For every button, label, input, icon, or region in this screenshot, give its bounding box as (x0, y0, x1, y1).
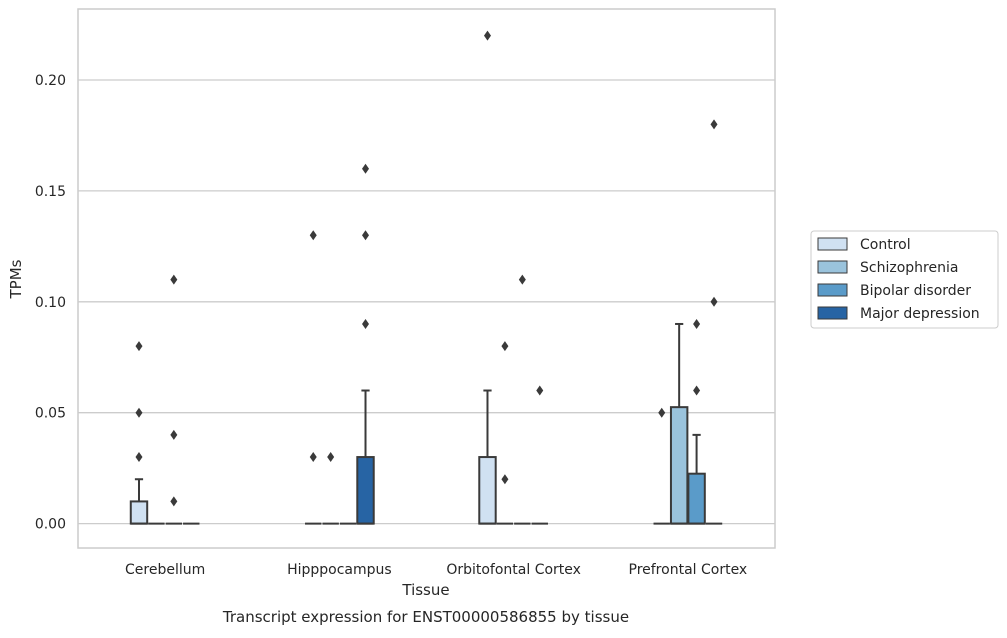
legend-swatch (817, 306, 848, 320)
y-axis-ticks: 0.00 0.05 0.10 0.15 0.20 (35, 73, 66, 533)
outlier-point (362, 230, 370, 241)
boxes-layer (129, 322, 723, 525)
box-iqr (478, 456, 497, 525)
legend-label: Control (860, 237, 911, 253)
outlier-point (135, 341, 143, 352)
box-iqr (129, 500, 149, 525)
box-iqr (669, 406, 689, 525)
x-axis-ticks: Cerebellum Hipppocampus Orbitofontal Corte… (125, 562, 747, 578)
y-tick-label: 0.20 (35, 73, 66, 89)
y-tick-label: 0.05 (35, 406, 66, 422)
outlier-point (501, 341, 509, 352)
x-tick-label: Hipppocampus (287, 562, 392, 578)
outlier-point (135, 452, 143, 463)
box-iqr (687, 472, 706, 525)
outlier-point (170, 496, 178, 507)
outlier-point (170, 274, 178, 285)
plot-frame (77, 8, 776, 549)
outlier-point (536, 385, 544, 396)
y-tick-label: 0.00 (35, 517, 66, 533)
box-control (478, 389, 497, 525)
legend-label: Major depression (860, 306, 980, 322)
x-tick-label: Orbitofontal Cortex (446, 562, 581, 578)
outlier-point (309, 230, 317, 241)
x-tick-label: Cerebellum (125, 562, 205, 578)
outlier-point (362, 318, 370, 329)
legend-label: Schizophrenia (860, 260, 958, 276)
x-axis-label: Tissue (401, 581, 449, 599)
box-bipolar-disorder (687, 433, 706, 525)
box-major-depression (356, 389, 375, 525)
outlier-point (710, 119, 718, 130)
legend-label: Bipolar disorder (860, 283, 971, 299)
legend-swatch (817, 260, 848, 274)
legend: Control Schizophrenia Bipolar disorder Majo… (810, 230, 999, 329)
box-iqr (356, 456, 375, 525)
legend-items: Control Schizophrenia Bipolar disorder Majo… (817, 237, 980, 322)
outlier-point (362, 163, 370, 174)
outlier-point (170, 429, 178, 440)
outlier-point (483, 30, 491, 41)
outlier-point (501, 474, 509, 485)
y-tick-label: 0.10 (35, 295, 66, 311)
outlier-point (658, 407, 666, 418)
outlier-point (518, 274, 526, 285)
box-schizophrenia (669, 322, 689, 525)
y-tick-label: 0.15 (35, 184, 66, 200)
outlier-point (693, 385, 701, 396)
outliers-layer (135, 30, 718, 507)
outlier-point (135, 407, 143, 418)
legend-swatch (817, 237, 848, 251)
chart-title: Transcript expression for ENST0000058685… (222, 608, 629, 626)
x-tick-label: Prefrontal Cortex (629, 562, 748, 578)
legend-frame (810, 230, 999, 329)
box-control (129, 478, 149, 525)
outlier-point (710, 296, 718, 307)
outlier-point (693, 318, 701, 329)
legend-swatch (817, 283, 848, 297)
outlier-point (327, 452, 335, 463)
y-axis-label: TPMs (7, 259, 25, 299)
outlier-point (309, 452, 317, 463)
